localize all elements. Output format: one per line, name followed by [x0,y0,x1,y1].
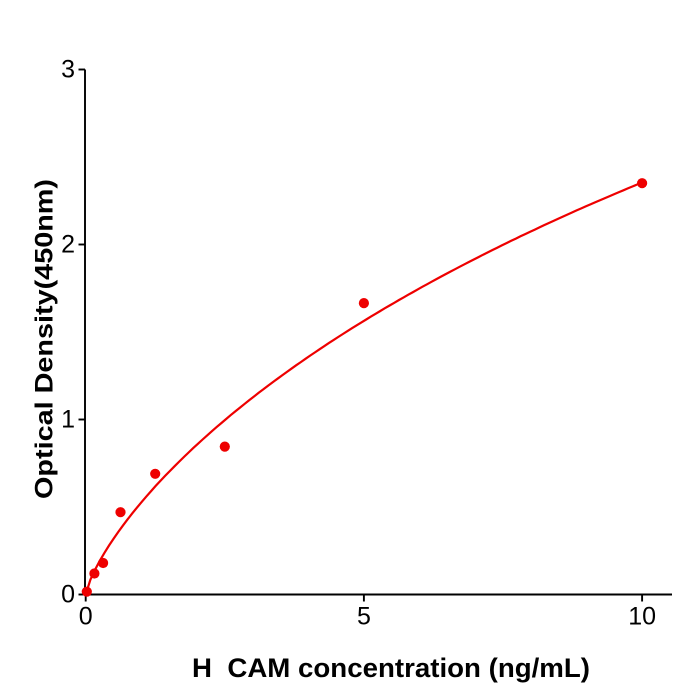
svg-text:0: 0 [61,581,75,609]
svg-text:2: 2 [61,231,75,259]
svg-text:10: 10 [628,603,656,631]
svg-text:0: 0 [79,603,93,631]
svg-text:H CAM concentration (ng/mL): H CAM concentration (ng/mL) [192,653,590,683]
svg-text:3: 3 [61,56,75,84]
svg-text:5: 5 [357,603,371,631]
svg-text:1: 1 [61,406,75,434]
svg-text:Optical Density(450nm): Optical Density(450nm) [31,179,59,499]
